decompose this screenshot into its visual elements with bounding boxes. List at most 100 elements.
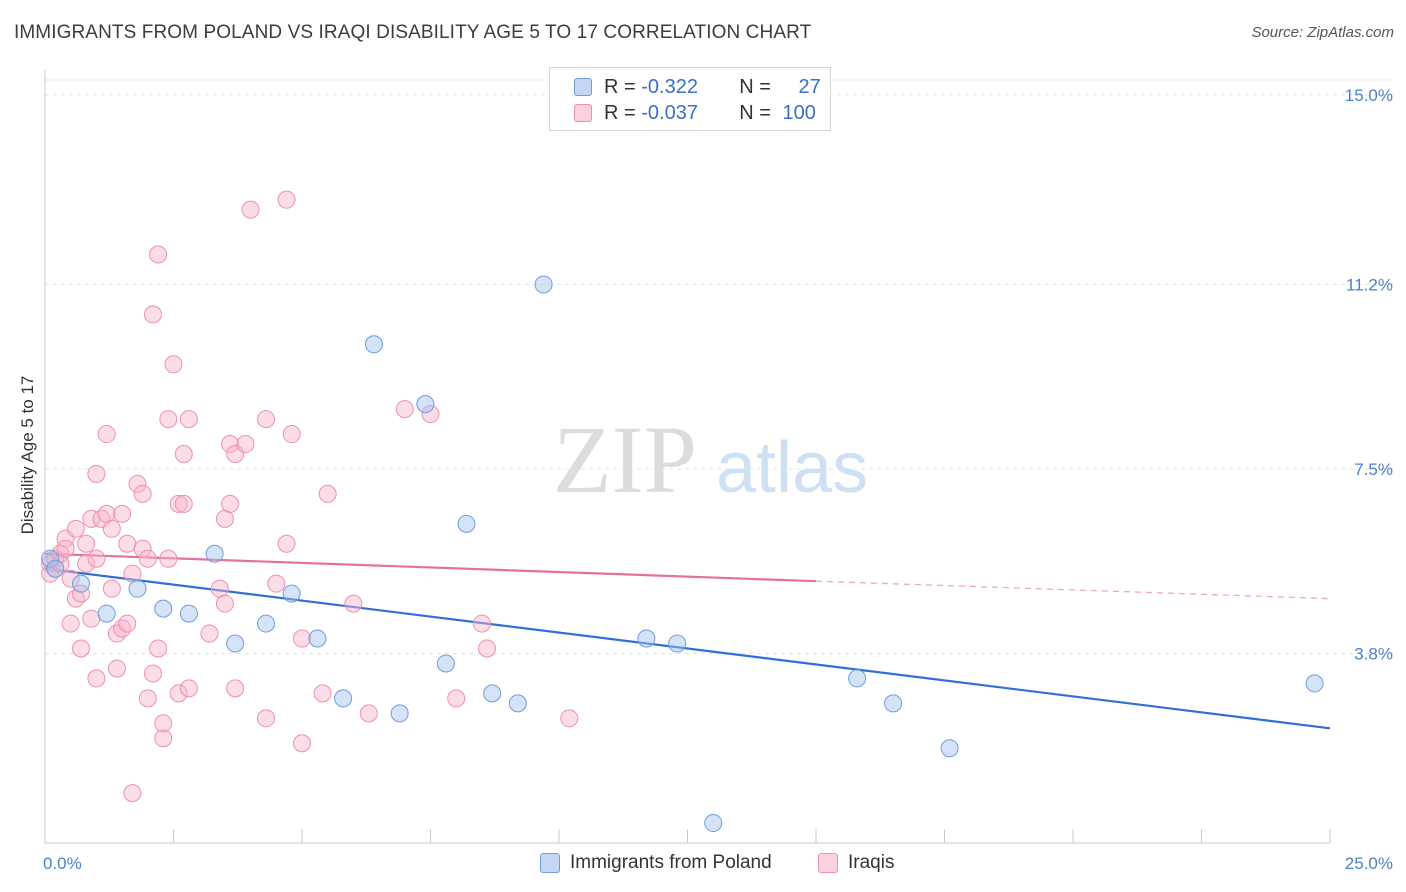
poland-point <box>308 629 327 648</box>
y-tick-label: 7.5% <box>1354 460 1393 479</box>
bottom-legend-label-iraqis: Iraqis <box>848 852 895 873</box>
iraqis-point <box>107 659 126 678</box>
iraqis-point <box>61 569 80 588</box>
poland-point <box>457 514 476 533</box>
legend-n-value: 27 <box>798 75 821 98</box>
legend-n-value: 100 <box>782 101 816 124</box>
iraqis-point <box>113 504 132 523</box>
iraqis-point <box>344 594 363 613</box>
iraqis-point <box>215 509 234 528</box>
iraqis-point <box>277 190 296 209</box>
iraqis-point <box>241 200 260 219</box>
iraqis-point <box>102 519 121 538</box>
iraqis-point <box>138 689 157 708</box>
axes <box>44 70 1331 844</box>
y-tick-label: 11.2% <box>1346 275 1393 294</box>
y-tick-label: 15.0% <box>1345 86 1393 105</box>
poland-point <box>848 669 867 688</box>
poland-point <box>364 335 383 354</box>
iraqis-point <box>159 410 178 429</box>
iraqis-point <box>56 539 75 558</box>
watermark-zip: ZIP <box>553 406 697 513</box>
iraqis-point <box>395 400 414 419</box>
iraqis-point <box>82 609 101 628</box>
iraqis-point <box>282 425 301 444</box>
iraqis-point <box>359 704 378 723</box>
iraqis-point <box>169 684 188 703</box>
iraqis-point <box>318 484 337 503</box>
legend-swatch-poland <box>574 78 592 96</box>
iraqis-point <box>221 494 240 513</box>
iraqis-point <box>267 574 286 593</box>
poland-point <box>46 559 65 578</box>
iraqis-point <box>164 355 183 374</box>
iraqis-point <box>478 639 497 658</box>
poland-point <box>41 549 60 568</box>
iraqis-point <box>447 689 466 708</box>
poland-trend-line <box>44 567 1331 730</box>
poland-point <box>71 574 90 593</box>
trend-lines <box>44 552 1331 730</box>
iraqis-point <box>149 245 168 264</box>
iraqis-trend-line <box>44 552 817 583</box>
x-tick-label: 0.0% <box>43 854 82 873</box>
poland-point <box>97 604 116 623</box>
iraqis-point <box>421 405 440 424</box>
legend-r-value: -0.322 <box>641 75 698 98</box>
iraqis-point <box>61 614 80 633</box>
iraqis-point <box>169 494 188 513</box>
poland-point <box>668 634 687 653</box>
legend-row-poland: R = -0.322 N = 27 <box>550 74 821 100</box>
iraqis-point <box>154 714 173 733</box>
iraqis-point <box>143 305 162 324</box>
x-tick-labels: 0.0% 25.0% <box>43 854 1393 873</box>
correlation-legend: R = -0.322 N = 27 R = -0.037 N = 100 <box>549 67 831 131</box>
iraqis-point <box>133 484 152 503</box>
bottom-legend-swatch-iraqis <box>818 853 838 873</box>
iraqis-point <box>97 425 116 444</box>
iraqis-point <box>149 639 168 658</box>
poland-point <box>205 544 224 563</box>
iraqis-point <box>143 664 162 683</box>
iraqis-point <box>71 584 90 603</box>
poland-point <box>257 614 276 633</box>
legend-swatch-iraqis <box>574 104 592 122</box>
iraqis-point <box>77 554 96 573</box>
iraqis-point <box>293 629 311 648</box>
iraqis-point <box>215 594 234 613</box>
y-tick-label: 3.8% <box>1354 644 1393 663</box>
poland-point <box>282 584 301 603</box>
iraqis-point <box>87 549 106 568</box>
iraqis-point <box>277 534 296 553</box>
iraqis-point <box>102 579 121 598</box>
iraqis-point <box>179 679 198 698</box>
legend-r-label: R = <box>604 101 642 124</box>
legend-n-label: N = <box>739 101 777 124</box>
data-points <box>41 190 1324 833</box>
poland-point <box>226 634 245 653</box>
iraqis-point <box>472 614 491 633</box>
iraqis-point <box>133 539 152 558</box>
poland-point <box>884 694 903 713</box>
legend-n-label: N = <box>739 75 777 98</box>
iraqis-point <box>87 669 106 688</box>
grid-lines <box>45 79 1395 654</box>
iraqis-point <box>313 684 332 703</box>
iraqis-trend-line-extension <box>815 580 1331 600</box>
iraqis-point <box>77 534 96 553</box>
iraqis-point <box>87 464 106 483</box>
poland-point <box>154 599 173 618</box>
iraqis-point <box>123 784 142 803</box>
iraqis-point <box>154 729 173 748</box>
iraqis-point <box>118 534 137 553</box>
iraqis-point <box>123 564 142 583</box>
iraqis-point <box>66 519 85 538</box>
iraqis-point <box>293 734 311 753</box>
bottom-legend-swatch-poland <box>540 853 560 873</box>
poland-point <box>704 814 723 833</box>
chart-source: Source: ZipAtlas.com <box>1251 24 1394 41</box>
iraqis-point <box>257 410 276 429</box>
iraqis-point <box>236 435 255 454</box>
poland-point <box>940 739 959 758</box>
